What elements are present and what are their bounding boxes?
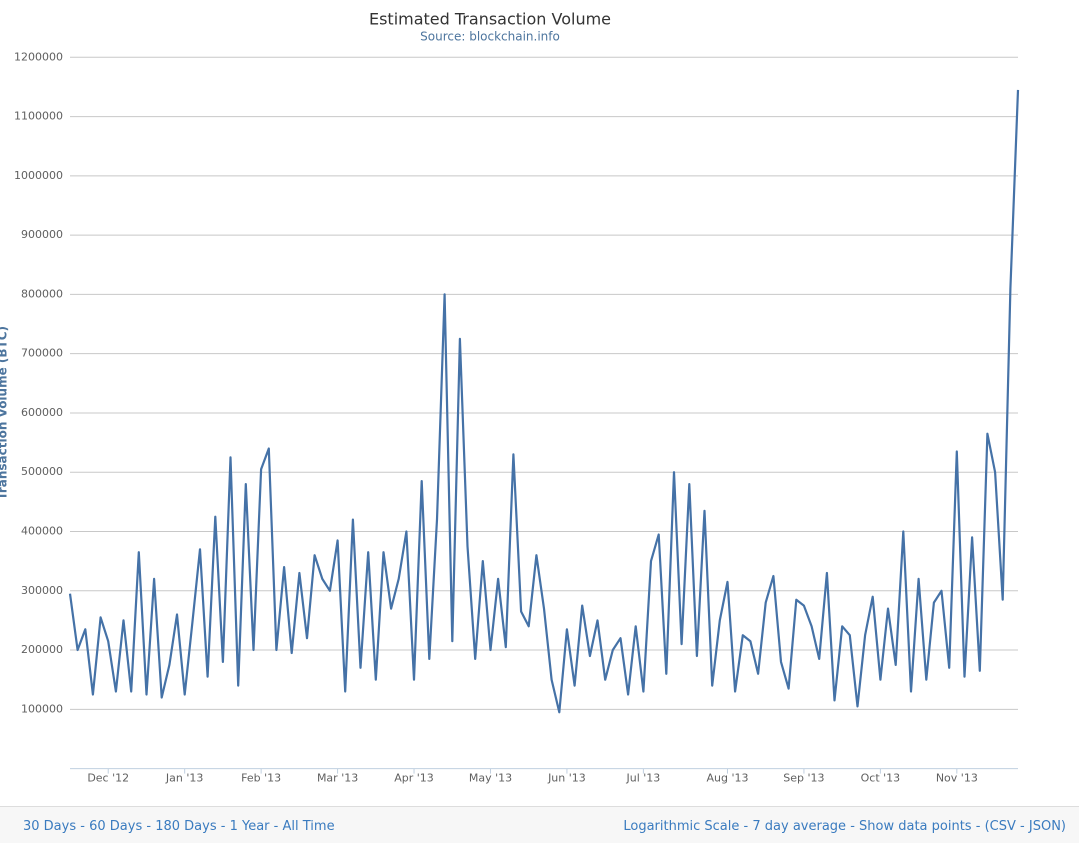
option-link[interactable]: 7 day average: [752, 819, 847, 834]
x-tick-label: Nov '13: [936, 772, 978, 785]
x-tick-label: Dec '12: [87, 772, 129, 785]
x-tick-label: Jul '13: [625, 772, 660, 785]
y-tick-label: 300000: [21, 584, 63, 597]
x-tick-label: Oct '13: [861, 772, 901, 785]
x-tick-label: Apr '13: [394, 772, 434, 785]
range-link[interactable]: 30 Days: [23, 819, 77, 834]
y-tick-label: 200000: [21, 643, 63, 656]
x-tick-label: Jun '13: [547, 772, 586, 785]
y-tick-label: 100000: [21, 702, 63, 715]
y-axis-title: Transaction Volume (BTC): [0, 326, 10, 500]
footer: 30 Days - 60 Days - 180 Days - 1 Year - …: [0, 806, 1079, 843]
y-tick-label: 400000: [21, 525, 63, 538]
y-tick-label: 900000: [21, 228, 63, 241]
separator: -: [80, 819, 85, 834]
y-tick-label: 500000: [21, 465, 63, 478]
csv-link[interactable]: CSV: [989, 819, 1016, 834]
x-tick-label: Sep '13: [783, 772, 824, 785]
y-tick-label: 600000: [21, 406, 63, 419]
y-tick-label: 800000: [21, 287, 63, 300]
x-tick-label: Mar '13: [317, 772, 358, 785]
separator: -: [273, 819, 279, 834]
separator: -: [1020, 819, 1025, 834]
paren: (: [984, 819, 990, 834]
range-link[interactable]: All Time: [282, 819, 335, 834]
x-tick-label: Aug '13: [706, 772, 748, 785]
separator: -: [850, 819, 855, 834]
range-link[interactable]: 180 Days: [155, 819, 217, 834]
range-link[interactable]: 60 Days: [89, 819, 143, 834]
y-tick-label: 700000: [21, 347, 63, 360]
option-links: Logarithmic Scale - 7 day average - Show…: [623, 819, 1066, 834]
json-link[interactable]: JSON: [1028, 819, 1061, 834]
chart: Estimated Transaction Volume Source: blo…: [0, 10, 1020, 785]
x-tick-label: May '13: [469, 772, 512, 785]
separator: -: [743, 819, 749, 834]
option-link[interactable]: Logarithmic Scale: [623, 819, 740, 834]
y-tick-label: 1100000: [14, 110, 63, 123]
line-series: [68, 89, 1020, 714]
chart-subtitle: Source: blockchain.info: [420, 30, 560, 44]
range-links: 30 Days - 60 Days - 180 Days - 1 Year - …: [23, 819, 335, 834]
y-tick-label: 1000000: [14, 169, 63, 182]
x-tick-label: Jan '13: [165, 772, 203, 785]
separator: -: [975, 819, 981, 834]
paren: ): [1060, 819, 1066, 834]
x-tick-label: Feb '13: [241, 772, 281, 785]
y-tick-label: 1200000: [14, 50, 63, 63]
chart-title: Estimated Transaction Volume: [369, 10, 611, 29]
separator: -: [220, 819, 226, 834]
separator: -: [146, 819, 152, 834]
option-link[interactable]: Show data points: [859, 819, 972, 834]
range-link[interactable]: 1 Year: [229, 819, 270, 834]
